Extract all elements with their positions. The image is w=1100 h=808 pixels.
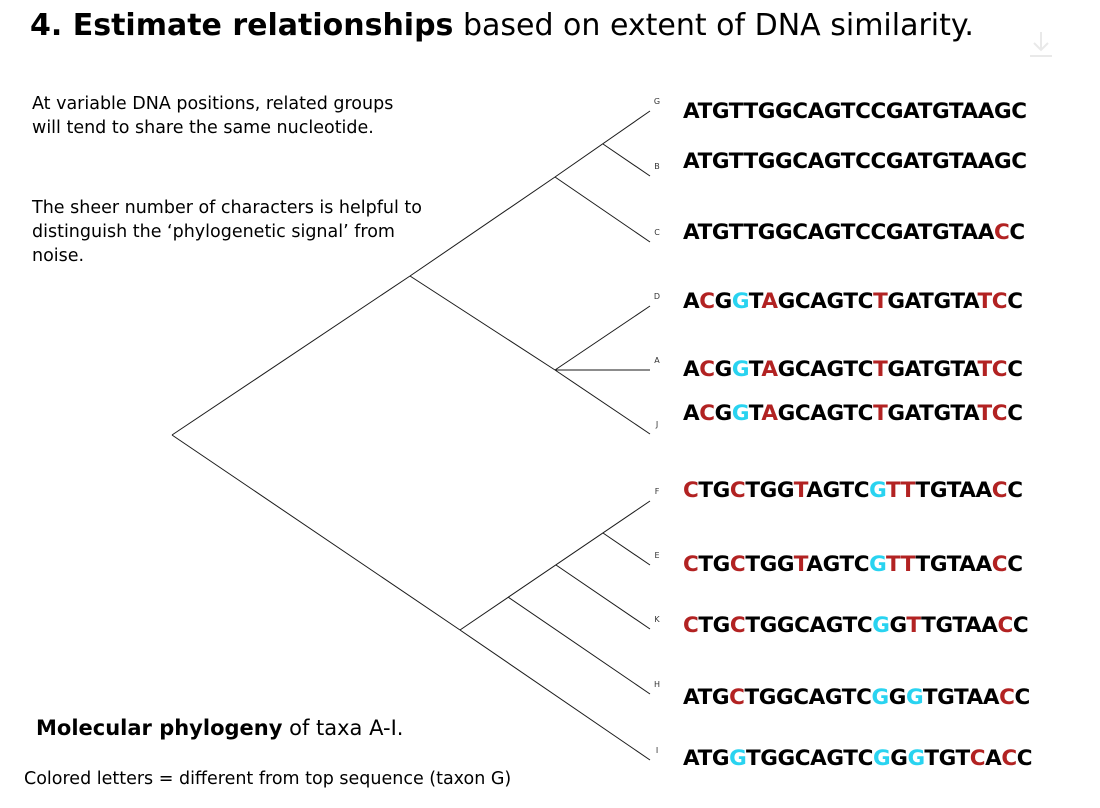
dna-sequence: ATGTTGGCAGTCCGATGTAAGC: [683, 149, 1027, 174]
tree-branch: [459, 629, 651, 761]
tree-branch: [554, 305, 651, 371]
dna-sequence: ATGTTGGCAGTCCGATGTAACC: [683, 220, 1025, 245]
tree-branch: [171, 275, 411, 436]
tree-branch: [602, 143, 651, 177]
tree-branch: [554, 176, 651, 243]
color-legend-note: Colored letters = different from top seq…: [24, 769, 512, 789]
dna-sequence: ATGCTGGCAGTCGGGTGTAACC: [683, 685, 1030, 710]
title-bold: 4. Estimate relationships: [30, 8, 454, 43]
taxon-label: G: [653, 97, 661, 106]
taxon-label: F: [654, 487, 660, 496]
tree-branch: [554, 369, 651, 435]
taxon-label: J: [655, 420, 659, 429]
tree-branch: [459, 500, 651, 631]
dna-sequence: ACGGTAGCAGTCTGATGTATCC: [683, 401, 1023, 426]
tree-branch: [507, 596, 651, 695]
tree-branch: [171, 434, 461, 631]
slide-title: 4. Estimate relationships based on exten…: [30, 6, 1070, 46]
tree-branch: [409, 176, 556, 277]
taxon-label: D: [653, 292, 661, 301]
taxon-label: I: [655, 746, 659, 755]
dna-sequence: ATGGTGGCAGTCGGGTGTCACC: [683, 746, 1033, 771]
title-rest: based on extent of DNA similarity.: [453, 8, 974, 43]
figure-caption: Molecular phylogeny of taxa A-I.: [36, 714, 403, 742]
dna-sequence: ACGGTAGCAGTCTGATGTATCC: [683, 289, 1023, 314]
dna-sequence: ACGGTAGCAGTCTGATGTATCC: [683, 357, 1023, 382]
caption-bold: Molecular phylogeny: [36, 716, 283, 740]
tree-branch: [602, 532, 651, 566]
taxon-label: A: [654, 356, 660, 365]
dna-sequence: CTGCTGGCAGTCGGTTGTAACC: [683, 613, 1029, 638]
taxon-label: B: [654, 162, 660, 171]
dna-sequence: CTGCTGGTAGTCGTTTGTAACC: [683, 552, 1023, 577]
explanation-paragraph-1: At variable DNA positions, related group…: [32, 94, 394, 138]
dna-sequence: CTGCTGGTAGTCGTTTGTAACC: [683, 478, 1023, 503]
caption-rest: of taxa A-I.: [282, 716, 404, 740]
tree-branch: [555, 564, 651, 630]
taxon-label: H: [653, 680, 660, 689]
download-icon: [1030, 32, 1052, 57]
taxon-label: C: [654, 228, 660, 237]
taxon-label: E: [654, 551, 660, 560]
taxon-label: K: [654, 615, 660, 624]
explanation-paragraph-2: The sheer number of characters is helpfu…: [32, 198, 422, 266]
tree-branch: [409, 275, 556, 371]
tree-branch: [554, 110, 651, 178]
dna-sequence: ATGTTGGCAGTCCGATGTAAGC: [683, 99, 1027, 124]
